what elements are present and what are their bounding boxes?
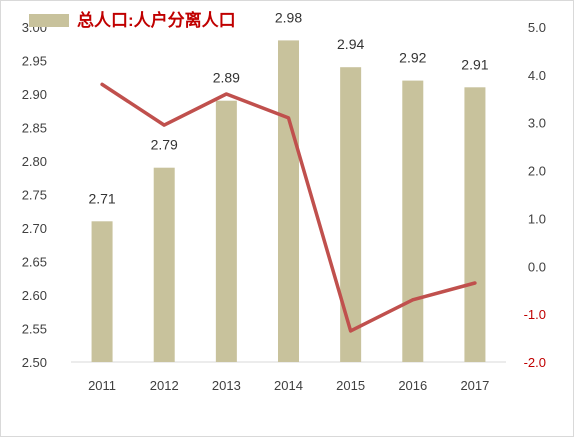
y-left-tick-label: 2.85 <box>22 121 47 136</box>
bar-data-label: 2.92 <box>399 50 426 66</box>
line-point <box>224 92 228 96</box>
line-series <box>100 82 477 333</box>
x-tick-label: 2017 <box>460 378 489 393</box>
y-right-tick-label: 0.0 <box>528 259 546 274</box>
y-right-tick-label: 4.0 <box>528 68 546 83</box>
x-tick-label: 2016 <box>398 378 427 393</box>
y-right-tick-label: 3.0 <box>528 116 546 131</box>
legend-label: 总人口:人户分离人口 <box>77 10 236 30</box>
y-left-tick-label: 2.55 <box>22 322 47 337</box>
axes: 2.50 2.55 2.60 2.65 2.70 2.75 2.80 2.85 2.90 2.95… <box>22 20 546 393</box>
line-point <box>287 116 290 120</box>
bar-series <box>91 40 486 363</box>
bar <box>153 167 175 362</box>
x-tick-label: 2012 <box>150 378 179 393</box>
y-right-tick-label: 5.0 <box>528 20 546 35</box>
y-right-tick-label: -2.0 <box>524 355 546 370</box>
data-labels: 2.71 2.79 2.89 2.98 2.94 2.92 2.91 <box>88 9 488 206</box>
x-tick-label: 2011 <box>88 378 116 393</box>
line-point <box>473 281 477 285</box>
bar <box>278 40 299 363</box>
y-left-tick-label: 2.95 <box>22 54 47 69</box>
y-left-tick-label: 2.90 <box>22 87 47 102</box>
bar <box>340 67 362 362</box>
x-tick-label: 2015 <box>336 378 365 393</box>
line-point <box>411 298 415 302</box>
line-point <box>100 82 104 86</box>
bar-data-label: 2.98 <box>275 9 302 25</box>
bar-data-label: 2.71 <box>88 190 115 206</box>
y-left-tick-label: 2.50 <box>22 355 47 370</box>
y-left-tick-label: 2.60 <box>22 288 47 303</box>
y-left-tick-label: 2.65 <box>22 255 47 270</box>
bar <box>215 100 237 362</box>
legend-swatch <box>29 14 69 27</box>
bar-data-label: 2.91 <box>461 56 488 72</box>
bar <box>464 87 486 363</box>
legend: 总人口:人户分离人口 <box>29 10 236 30</box>
y-left-tick-label: 2.80 <box>22 154 47 169</box>
line-point <box>162 123 166 127</box>
bar-data-label: 2.94 <box>337 36 364 52</box>
x-tick-label: 2014 <box>274 378 303 393</box>
y-left-tick-label: 2.75 <box>22 188 47 203</box>
y-right-tick-label: -1.0 <box>524 307 546 322</box>
bar-data-label: 2.89 <box>213 70 240 86</box>
y-right-tick-label: 1.0 <box>528 211 546 226</box>
bar <box>402 80 424 362</box>
bar-data-label: 2.79 <box>151 137 178 153</box>
bar <box>91 221 113 362</box>
y-right-tick-label: 2.0 <box>528 164 546 179</box>
line-point <box>349 329 353 333</box>
x-tick-label: 2013 <box>212 378 241 393</box>
y-left-tick-label: 2.70 <box>22 221 47 236</box>
